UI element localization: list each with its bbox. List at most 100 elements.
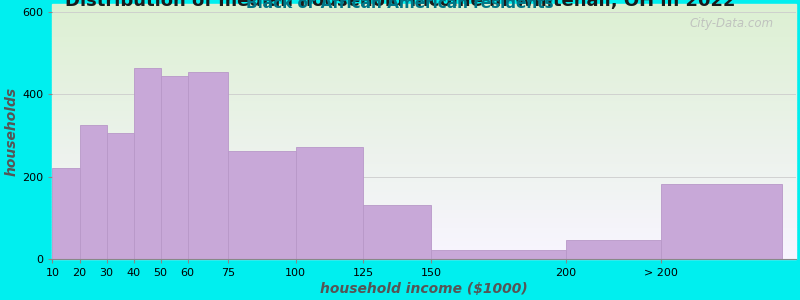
Bar [53, 47, 796, 50]
Bar [53, 203, 796, 205]
Bar [228, 151, 296, 259]
Bar [161, 76, 188, 259]
Text: City-Data.com: City-Data.com [690, 17, 774, 30]
Bar [53, 63, 796, 65]
Bar [53, 226, 796, 228]
X-axis label: household income ($1000): household income ($1000) [320, 282, 528, 296]
Bar [53, 134, 796, 136]
Bar [53, 188, 796, 190]
Bar [53, 159, 796, 162]
Bar [53, 182, 796, 185]
Bar [53, 78, 796, 80]
Bar [53, 154, 796, 157]
Bar [53, 162, 796, 164]
Bar [53, 68, 796, 70]
Bar [53, 246, 796, 248]
Bar [53, 22, 796, 25]
Bar [53, 58, 796, 60]
Bar [53, 30, 796, 32]
Bar [53, 103, 796, 106]
Bar [53, 142, 796, 144]
Bar [53, 256, 796, 259]
Bar [53, 7, 796, 9]
Bar [53, 236, 796, 238]
Bar [53, 91, 796, 93]
Bar [53, 20, 796, 22]
Bar [296, 147, 363, 259]
Bar [53, 96, 796, 98]
Bar [53, 144, 796, 147]
Bar [53, 205, 796, 208]
Bar [53, 50, 796, 52]
Bar [53, 65, 796, 68]
Bar [53, 167, 796, 170]
Bar [53, 25, 796, 27]
Bar [53, 129, 796, 131]
Bar [53, 14, 796, 17]
Bar [566, 240, 661, 259]
Bar [53, 101, 796, 104]
Bar [53, 111, 796, 114]
Bar [53, 35, 796, 37]
Bar [53, 55, 796, 58]
Bar [53, 124, 796, 126]
Bar [53, 157, 796, 159]
Bar [53, 106, 796, 109]
Bar [53, 231, 796, 233]
Bar [53, 60, 796, 63]
Bar [53, 198, 796, 200]
Bar [53, 119, 796, 121]
Bar [53, 131, 796, 134]
Bar [53, 152, 796, 154]
Bar [106, 134, 134, 259]
Bar [53, 17, 796, 20]
Bar [53, 147, 796, 149]
Bar [53, 139, 796, 142]
Bar [53, 195, 796, 198]
Bar [53, 200, 796, 203]
Text: Distribution of median household income in Whitehall, OH in 2022: Distribution of median household income … [65, 0, 735, 11]
Bar [53, 98, 796, 101]
Bar [53, 228, 796, 231]
Bar [53, 109, 796, 111]
Bar [53, 169, 796, 172]
Bar [53, 223, 796, 226]
Bar [53, 233, 796, 236]
Bar [53, 243, 796, 246]
Bar [53, 177, 796, 180]
Bar [53, 88, 796, 91]
Bar [53, 218, 796, 220]
Bar [53, 241, 796, 243]
Bar [53, 210, 796, 213]
Bar [53, 190, 796, 193]
Bar [53, 185, 796, 188]
Bar [53, 75, 796, 78]
Bar [53, 213, 796, 215]
Bar [53, 45, 796, 47]
Bar [53, 80, 796, 83]
Bar [53, 121, 796, 124]
Bar [134, 68, 161, 259]
Bar [53, 12, 796, 14]
Bar [53, 73, 796, 75]
Bar [53, 126, 796, 129]
Bar [53, 136, 796, 139]
Bar [53, 238, 796, 241]
Bar [53, 251, 796, 254]
Bar [53, 254, 796, 256]
Bar [53, 220, 796, 223]
Bar [53, 9, 796, 12]
Bar [53, 52, 796, 55]
Bar [53, 70, 796, 73]
Bar [53, 85, 796, 88]
Bar [661, 184, 782, 259]
Bar [53, 149, 796, 152]
Bar [53, 32, 796, 35]
Bar [53, 215, 796, 218]
Text: Black or African American residents: Black or African American residents [246, 0, 554, 11]
Bar [53, 193, 796, 195]
Bar [188, 72, 228, 259]
Bar [53, 37, 796, 40]
Bar [79, 125, 106, 259]
Bar [53, 40, 796, 42]
